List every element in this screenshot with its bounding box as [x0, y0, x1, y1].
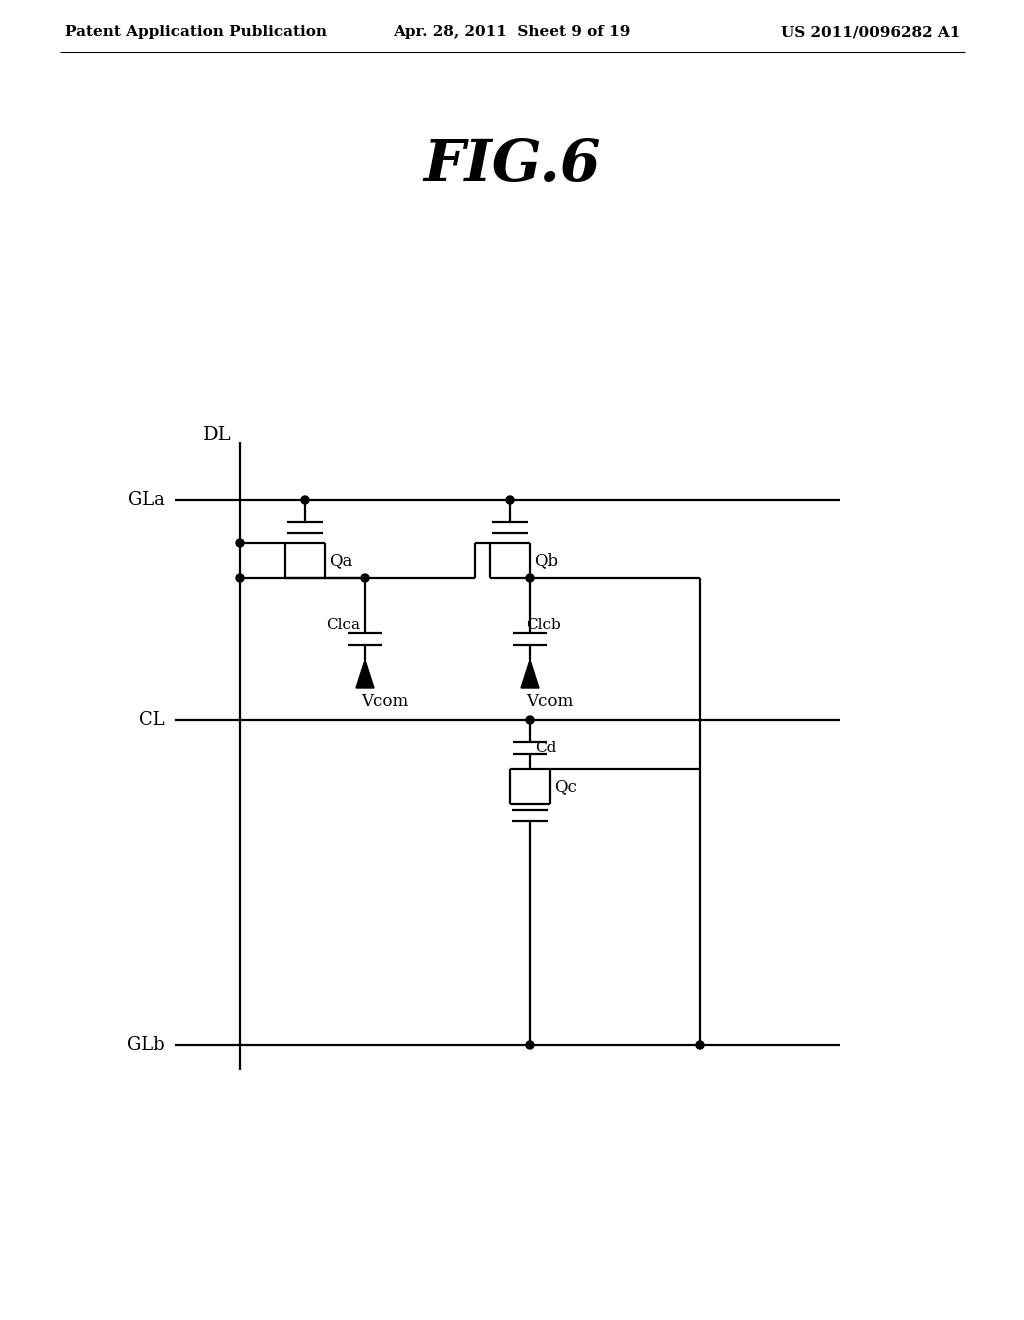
Text: GLb: GLb	[127, 1036, 165, 1053]
Text: Patent Application Publication: Patent Application Publication	[65, 25, 327, 40]
Circle shape	[361, 574, 369, 582]
Circle shape	[696, 1041, 705, 1049]
Circle shape	[236, 574, 244, 582]
Circle shape	[301, 496, 309, 504]
Text: Qb: Qb	[534, 552, 558, 569]
Text: US 2011/0096282 A1: US 2011/0096282 A1	[780, 25, 961, 40]
Text: FIG.6: FIG.6	[423, 137, 601, 193]
Text: CL: CL	[139, 711, 165, 729]
Polygon shape	[356, 660, 374, 688]
Text: DL: DL	[204, 426, 232, 444]
Text: Cd: Cd	[535, 741, 556, 755]
Text: Qa: Qa	[329, 552, 352, 569]
Circle shape	[526, 574, 534, 582]
Text: Apr. 28, 2011  Sheet 9 of 19: Apr. 28, 2011 Sheet 9 of 19	[393, 25, 631, 40]
Text: Qc: Qc	[554, 777, 577, 795]
Text: Vcom: Vcom	[526, 693, 573, 710]
Circle shape	[526, 715, 534, 723]
Circle shape	[236, 539, 244, 546]
Text: Clcb: Clcb	[526, 618, 561, 632]
Text: Vcom: Vcom	[361, 693, 409, 710]
Circle shape	[506, 496, 514, 504]
Circle shape	[526, 1041, 534, 1049]
Text: Clca: Clca	[326, 618, 360, 632]
Polygon shape	[521, 660, 539, 688]
Text: GLa: GLa	[128, 491, 165, 510]
